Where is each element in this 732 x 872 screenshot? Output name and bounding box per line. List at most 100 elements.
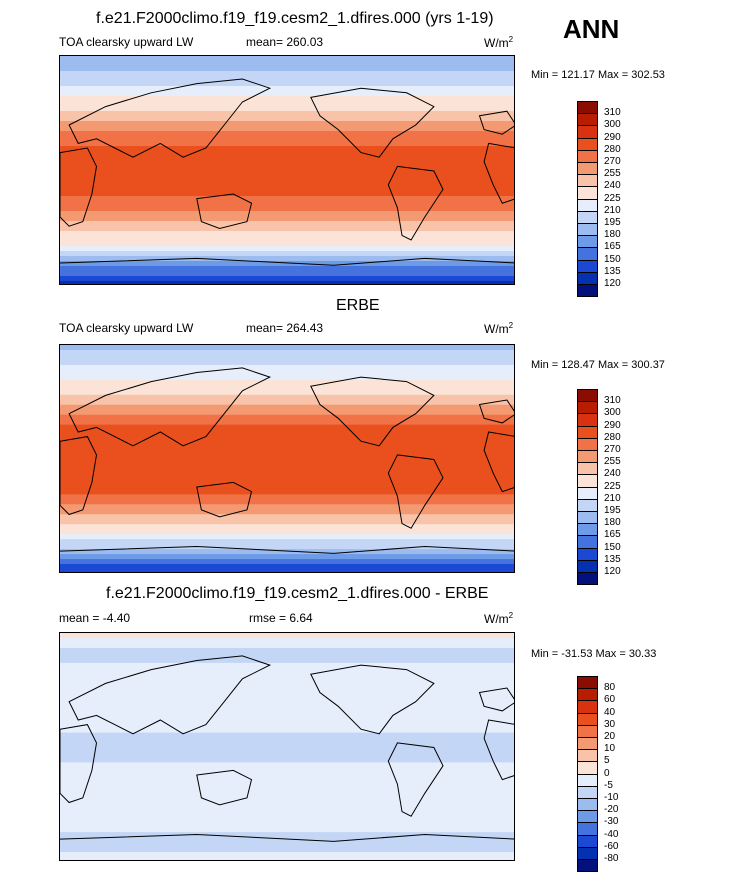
field-band <box>60 399 514 406</box>
colorbar-label: 30 <box>604 718 616 730</box>
colorbar-label: 300 <box>604 407 621 419</box>
field-band <box>60 822 514 828</box>
field-band <box>60 637 514 644</box>
field-band <box>60 216 514 222</box>
field-band <box>60 454 514 461</box>
field-band <box>60 261 514 267</box>
field-band <box>60 707 514 714</box>
colorbar-label: 290 <box>604 131 621 143</box>
colorbar-swatch <box>577 498 598 512</box>
colorbar-label: 210 <box>604 492 621 504</box>
field-band <box>60 349 514 356</box>
field-band <box>60 444 514 451</box>
colorbar-label: 255 <box>604 168 621 180</box>
panel3-title: f.e21.F2000climo.f19_f19.cesm2_1.dfires.… <box>106 585 489 602</box>
field-band <box>60 524 514 530</box>
colorbar-swatch <box>577 688 598 702</box>
colorbar-swatch <box>577 547 598 561</box>
colorbar-label: 270 <box>604 444 621 455</box>
field-band <box>60 667 514 674</box>
field-band <box>60 757 514 764</box>
colorbar-swatch <box>577 724 598 738</box>
field-band <box>60 354 514 361</box>
field-band <box>60 717 514 724</box>
field-band <box>60 146 514 152</box>
field-band <box>60 519 514 525</box>
colorbar-swatch <box>577 486 598 500</box>
colorbar-swatch <box>577 810 598 824</box>
colorbar-label: 195 <box>604 217 621 228</box>
colorbar-label: -5 <box>604 779 613 791</box>
colorbar-label: 195 <box>604 505 621 516</box>
field-band <box>60 474 514 481</box>
colorbar-label: 240 <box>604 180 621 192</box>
field-band <box>60 702 514 709</box>
colorbar-label: 240 <box>604 468 621 480</box>
field-band <box>60 697 514 704</box>
field-band <box>60 106 514 112</box>
panel3-rmse-label: rmse = 6.64 <box>249 611 313 625</box>
colorbar-2: 310 300 290 280 270 255 240 225 210 195 180 165 150 1… <box>577 389 621 586</box>
coastline <box>478 399 514 424</box>
colorbar-label: 135 <box>604 553 621 565</box>
colorbar-label: -60 <box>604 840 619 852</box>
field-band <box>60 131 514 137</box>
field-band <box>60 544 514 550</box>
colorbar-label: -20 <box>604 804 619 816</box>
colorbar-swatch <box>577 559 598 573</box>
coastline <box>387 742 444 817</box>
field-band <box>60 281 514 284</box>
colorbar-swatch <box>577 235 598 249</box>
field-band <box>60 364 514 371</box>
field-band <box>60 256 514 262</box>
field-band <box>60 56 514 62</box>
field-band <box>60 657 514 664</box>
field-band <box>60 802 514 808</box>
field-band <box>60 767 514 773</box>
field-band <box>60 384 514 391</box>
panel1-title: f.e21.F2000climo.f19_f19.cesm2_1.dfires.… <box>96 10 494 27</box>
field-band <box>60 832 514 838</box>
colorbar-label: 300 <box>604 119 621 131</box>
field-band <box>60 236 514 242</box>
field-band <box>60 842 514 848</box>
colorbar-swatch <box>577 401 598 415</box>
field-band <box>60 81 514 87</box>
coastline <box>68 78 272 158</box>
colorbar-label: 310 <box>604 395 621 407</box>
panel2-variable-label: TOA clearsky upward LW <box>59 321 194 335</box>
field-band <box>60 777 514 783</box>
field-band <box>60 489 514 495</box>
field-band <box>60 374 514 381</box>
field-band <box>60 549 514 555</box>
field-band <box>60 827 514 833</box>
field-band <box>60 812 514 818</box>
field-band <box>60 722 514 729</box>
colorbar-label: 165 <box>604 529 621 541</box>
colorbar-swatch <box>577 834 598 848</box>
colorbar-label: 5 <box>604 755 610 767</box>
colorbar-swatch <box>577 462 598 476</box>
field-band <box>60 176 514 182</box>
field-band <box>60 226 514 232</box>
field-band <box>60 231 514 237</box>
field-band <box>60 211 514 217</box>
colorbar-swatch <box>577 186 598 200</box>
panel3-mean-label: mean = -4.40 <box>59 611 131 625</box>
field-band <box>60 404 514 411</box>
field-band <box>60 787 514 793</box>
colorbar-3: 80 60 40 30 20 10 5 0 -5 -10 -20 -30 -40 -60 -80 <box>577 676 618 872</box>
field-band <box>60 817 514 823</box>
colorbar-swatch <box>577 859 598 872</box>
field-band <box>60 682 514 689</box>
field-band <box>60 379 514 386</box>
field-band <box>60 652 514 659</box>
coastline <box>60 436 98 516</box>
panel3-map <box>59 632 515 861</box>
coastline <box>196 769 253 806</box>
field-band <box>60 86 514 92</box>
coastline <box>387 454 444 529</box>
field-band <box>60 534 514 540</box>
coastline <box>60 724 98 804</box>
colorbar-swatch <box>577 247 598 261</box>
